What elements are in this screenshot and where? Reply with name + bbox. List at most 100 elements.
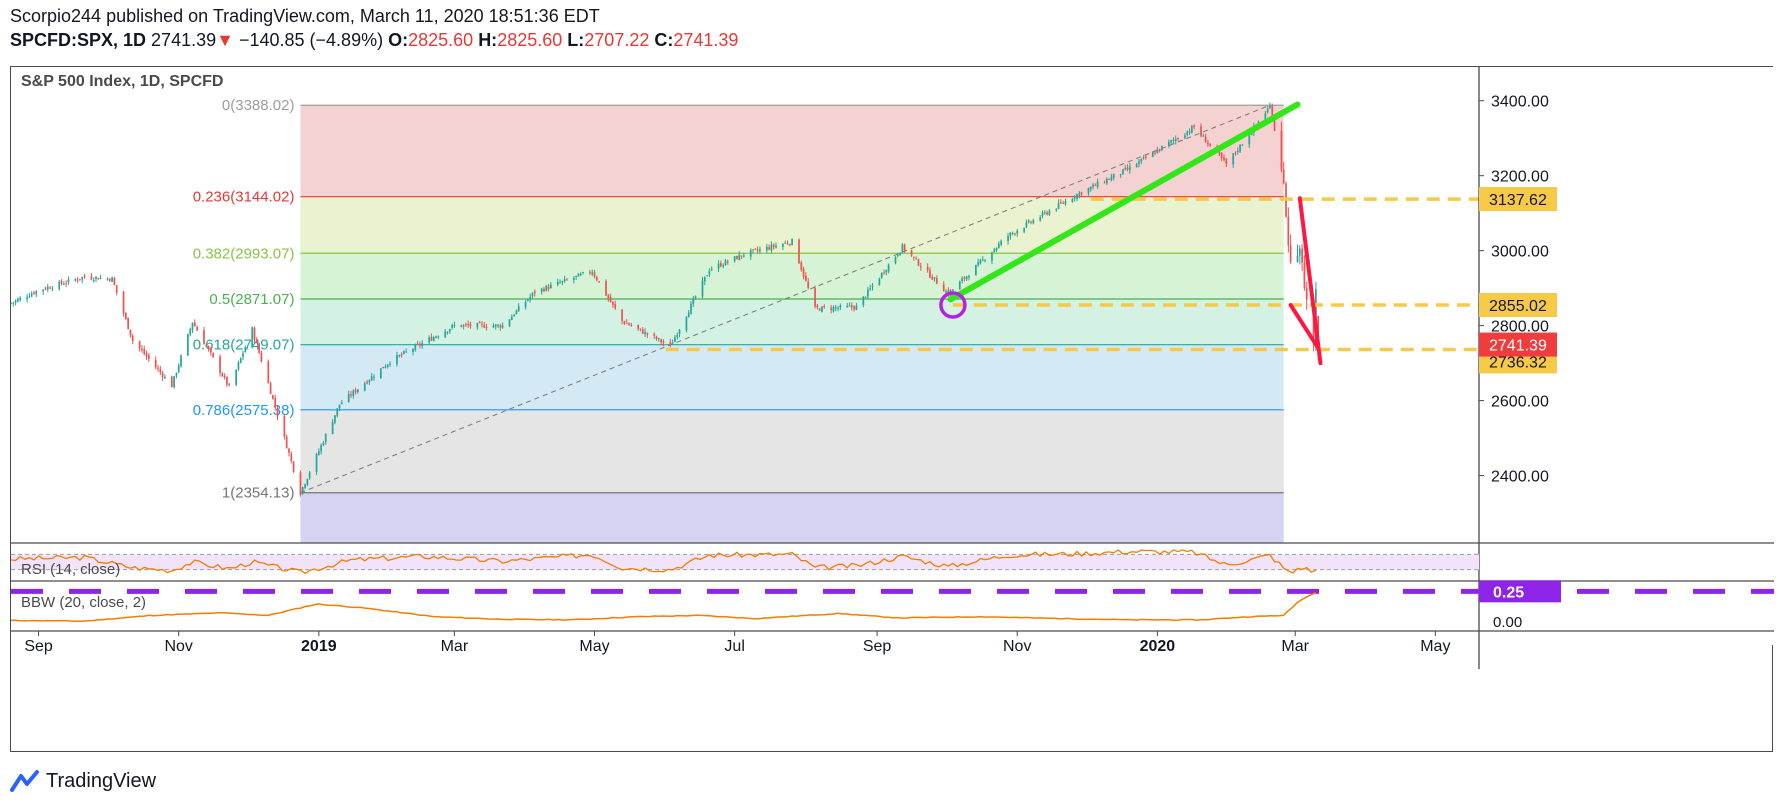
candle-body (1273, 119, 1276, 131)
candle-body (476, 323, 479, 328)
candle-body (221, 373, 224, 377)
candle (759, 246, 761, 254)
candle (97, 277, 100, 280)
x-tick-label: Sep (863, 638, 892, 655)
candle (81, 276, 84, 284)
candle-body (350, 394, 352, 396)
candle (340, 399, 343, 405)
candle-body (1080, 192, 1083, 195)
candle (51, 285, 54, 292)
candle-body (1103, 182, 1106, 184)
candle (880, 272, 883, 279)
x-tick-label: Nov (1003, 638, 1031, 655)
candle (894, 256, 897, 265)
candle (1076, 193, 1078, 202)
candle (430, 333, 433, 342)
candle (864, 296, 867, 299)
fib-zone-0.618 (300, 344, 1284, 410)
candle-body (207, 346, 210, 350)
candle (207, 345, 210, 352)
tradingview-logo[interactable]: TradingView (10, 766, 156, 796)
candle-body (653, 333, 656, 336)
candle (612, 301, 614, 308)
candle (788, 243, 791, 247)
candle-body (288, 448, 290, 453)
candle-body (1239, 144, 1241, 152)
candle (106, 277, 109, 281)
candle-body (862, 296, 865, 305)
candle (1094, 183, 1097, 186)
candle-body (575, 275, 578, 277)
candle-body (108, 278, 111, 281)
candle-body (678, 329, 681, 335)
candle (49, 285, 51, 289)
candle-body (320, 445, 323, 452)
candle-body (147, 355, 150, 359)
candle-body (984, 260, 986, 262)
candle (1087, 187, 1090, 196)
symbol-label: SPCFD:SPX, 1D (10, 30, 147, 50)
candle (582, 271, 584, 275)
candle-body (157, 367, 159, 369)
candle-body (301, 487, 304, 494)
candle (83, 273, 86, 279)
candle (958, 280, 961, 290)
candle-body (958, 281, 961, 290)
candle-body (306, 478, 309, 485)
candle (272, 394, 274, 400)
candle-body (161, 372, 164, 378)
candle (931, 274, 934, 280)
candle-body (483, 324, 486, 328)
candle (239, 357, 242, 364)
candle-body (929, 270, 931, 278)
candle (465, 322, 467, 327)
candle-body (334, 415, 336, 423)
candle (187, 333, 189, 356)
candle-body (1041, 212, 1044, 217)
candle-body (1110, 176, 1113, 181)
candle-body (837, 307, 839, 309)
candle (65, 280, 67, 287)
candle-body (508, 319, 511, 327)
candle-body (933, 277, 936, 279)
candle-body (710, 269, 713, 271)
candle-body (223, 376, 226, 378)
candle (308, 470, 311, 480)
candle (1145, 154, 1147, 160)
candle (111, 276, 113, 282)
candle (740, 255, 743, 259)
candle (1025, 219, 1028, 229)
candle-body (625, 322, 628, 324)
candle-body (595, 277, 598, 281)
candle (1174, 135, 1177, 145)
candle (143, 345, 146, 356)
candle-body (676, 335, 679, 338)
candle-body (191, 322, 194, 331)
candle-body (878, 278, 881, 286)
candle (871, 282, 874, 291)
candle (1071, 197, 1074, 203)
candle (807, 277, 810, 290)
price-chart[interactable]: 0(3388.02) 0.236(3144.02) 0.382(2993.07) 0.… (11, 67, 1774, 753)
candle-body (1154, 152, 1156, 154)
candle-body (1039, 217, 1042, 221)
chart-frame[interactable]: 0(3388.02) 0.236(3144.02) 0.382(2993.07) 0.… (10, 66, 1774, 753)
candle-body (1023, 227, 1025, 232)
tradingview-logo-icon (10, 770, 39, 792)
candle (563, 275, 566, 283)
candle (641, 327, 644, 335)
candle (591, 269, 594, 277)
candle-body (451, 325, 453, 328)
candle-body (1280, 130, 1283, 170)
candle (628, 322, 630, 326)
candle-body (177, 365, 180, 373)
candle (832, 305, 835, 313)
candle-body (961, 278, 963, 281)
candle (1154, 149, 1156, 156)
candle-body (1025, 222, 1028, 228)
candle-body (543, 288, 545, 292)
candle (180, 354, 182, 368)
candle-body (1266, 108, 1269, 113)
candle-body (880, 272, 883, 278)
candle-body (931, 276, 934, 280)
